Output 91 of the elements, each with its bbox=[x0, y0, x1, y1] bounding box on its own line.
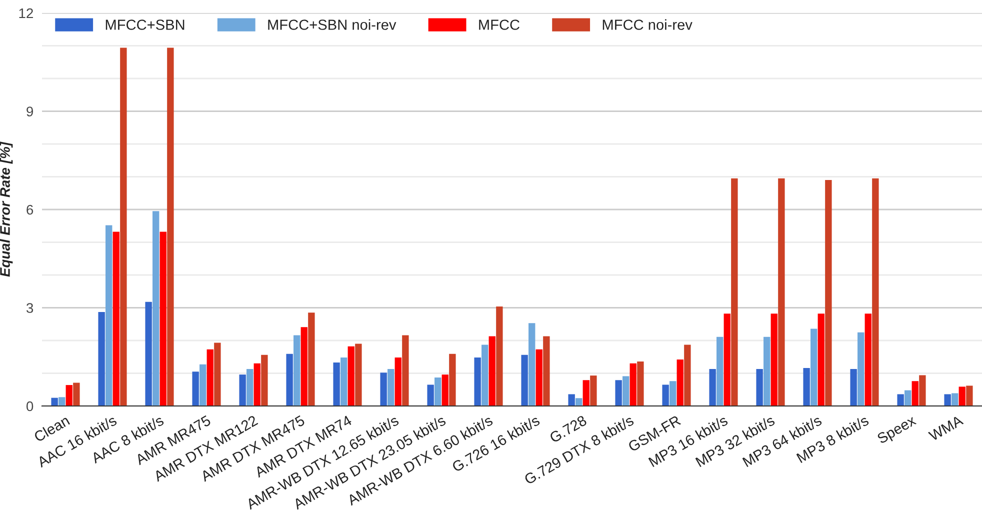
bar bbox=[246, 368, 254, 406]
bar bbox=[536, 349, 542, 406]
bar bbox=[66, 385, 72, 406]
bar bbox=[152, 211, 160, 406]
bar bbox=[582, 380, 590, 406]
bar bbox=[380, 372, 387, 406]
bar bbox=[724, 314, 730, 406]
y-tick-label: 3 bbox=[26, 303, 34, 313]
x-tick-label: WMA bbox=[928, 414, 964, 442]
bar bbox=[434, 378, 442, 406]
bar bbox=[864, 314, 872, 406]
bar bbox=[825, 180, 832, 406]
bar bbox=[622, 376, 630, 406]
bar bbox=[858, 332, 864, 406]
bar bbox=[355, 344, 362, 406]
bar bbox=[521, 354, 528, 406]
bar bbox=[427, 384, 434, 406]
bar bbox=[340, 358, 348, 406]
bar bbox=[770, 314, 778, 406]
bar bbox=[818, 314, 824, 406]
bar bbox=[214, 342, 221, 406]
bar bbox=[482, 344, 488, 406]
bar bbox=[543, 336, 550, 406]
bar bbox=[709, 368, 716, 406]
bar bbox=[684, 344, 691, 406]
bar bbox=[294, 335, 300, 406]
bar bbox=[98, 312, 105, 406]
bar bbox=[778, 178, 785, 406]
legend-label: MFCC noi-rev bbox=[602, 19, 692, 30]
bar bbox=[449, 354, 456, 406]
bar bbox=[637, 361, 644, 406]
bar bbox=[402, 335, 409, 406]
bar bbox=[106, 225, 112, 406]
bar bbox=[568, 394, 575, 406]
bar bbox=[300, 327, 308, 406]
y-tick-label: 6 bbox=[26, 204, 34, 215]
bar bbox=[912, 381, 918, 406]
bar bbox=[731, 178, 738, 406]
bar bbox=[145, 302, 152, 406]
bar bbox=[442, 374, 448, 406]
bar bbox=[670, 381, 676, 406]
bar bbox=[966, 386, 973, 406]
bar bbox=[872, 178, 879, 406]
bar bbox=[160, 232, 166, 406]
legend-label: MFCC+SBN noi-rev bbox=[268, 19, 396, 30]
bar bbox=[261, 354, 268, 406]
bar bbox=[810, 328, 818, 406]
bar bbox=[200, 364, 206, 406]
bar bbox=[58, 397, 66, 406]
bar bbox=[488, 336, 496, 406]
bar bbox=[239, 374, 246, 406]
bar bbox=[474, 358, 481, 406]
bar bbox=[528, 323, 536, 406]
legend-label: MFCC bbox=[479, 20, 520, 30]
bar bbox=[73, 382, 80, 406]
bar bbox=[919, 375, 926, 406]
bar bbox=[496, 306, 503, 406]
bar bbox=[112, 232, 120, 406]
y-tick-label: 0 bbox=[26, 401, 34, 412]
bar bbox=[662, 384, 669, 406]
bar bbox=[333, 362, 340, 406]
bar bbox=[167, 48, 174, 406]
bar bbox=[944, 394, 951, 406]
bar bbox=[308, 312, 315, 406]
bar bbox=[958, 386, 966, 406]
bar bbox=[676, 359, 684, 406]
bar bbox=[206, 349, 214, 406]
bar bbox=[952, 393, 958, 406]
legend-label: MFCC+SBN bbox=[106, 20, 184, 30]
bar bbox=[388, 368, 394, 406]
bar bbox=[630, 363, 636, 406]
bar bbox=[850, 368, 857, 406]
bar bbox=[764, 336, 770, 406]
bar bbox=[254, 363, 260, 406]
bar bbox=[590, 376, 597, 406]
bar bbox=[120, 48, 127, 406]
bar bbox=[716, 336, 724, 406]
bar bbox=[348, 346, 354, 406]
bar bbox=[803, 368, 810, 406]
y-tick-label: 12 bbox=[19, 8, 33, 18]
y-tick-label: 9 bbox=[26, 106, 34, 116]
bar bbox=[756, 368, 763, 406]
bar bbox=[576, 398, 582, 406]
bar bbox=[286, 354, 293, 406]
bar bbox=[904, 390, 912, 406]
bar bbox=[897, 394, 904, 406]
bar bbox=[615, 380, 622, 406]
bar bbox=[192, 372, 199, 406]
bar bbox=[394, 358, 402, 406]
bar bbox=[51, 398, 58, 406]
y-axis-title: Equal Error Rate [%] bbox=[0, 142, 13, 277]
